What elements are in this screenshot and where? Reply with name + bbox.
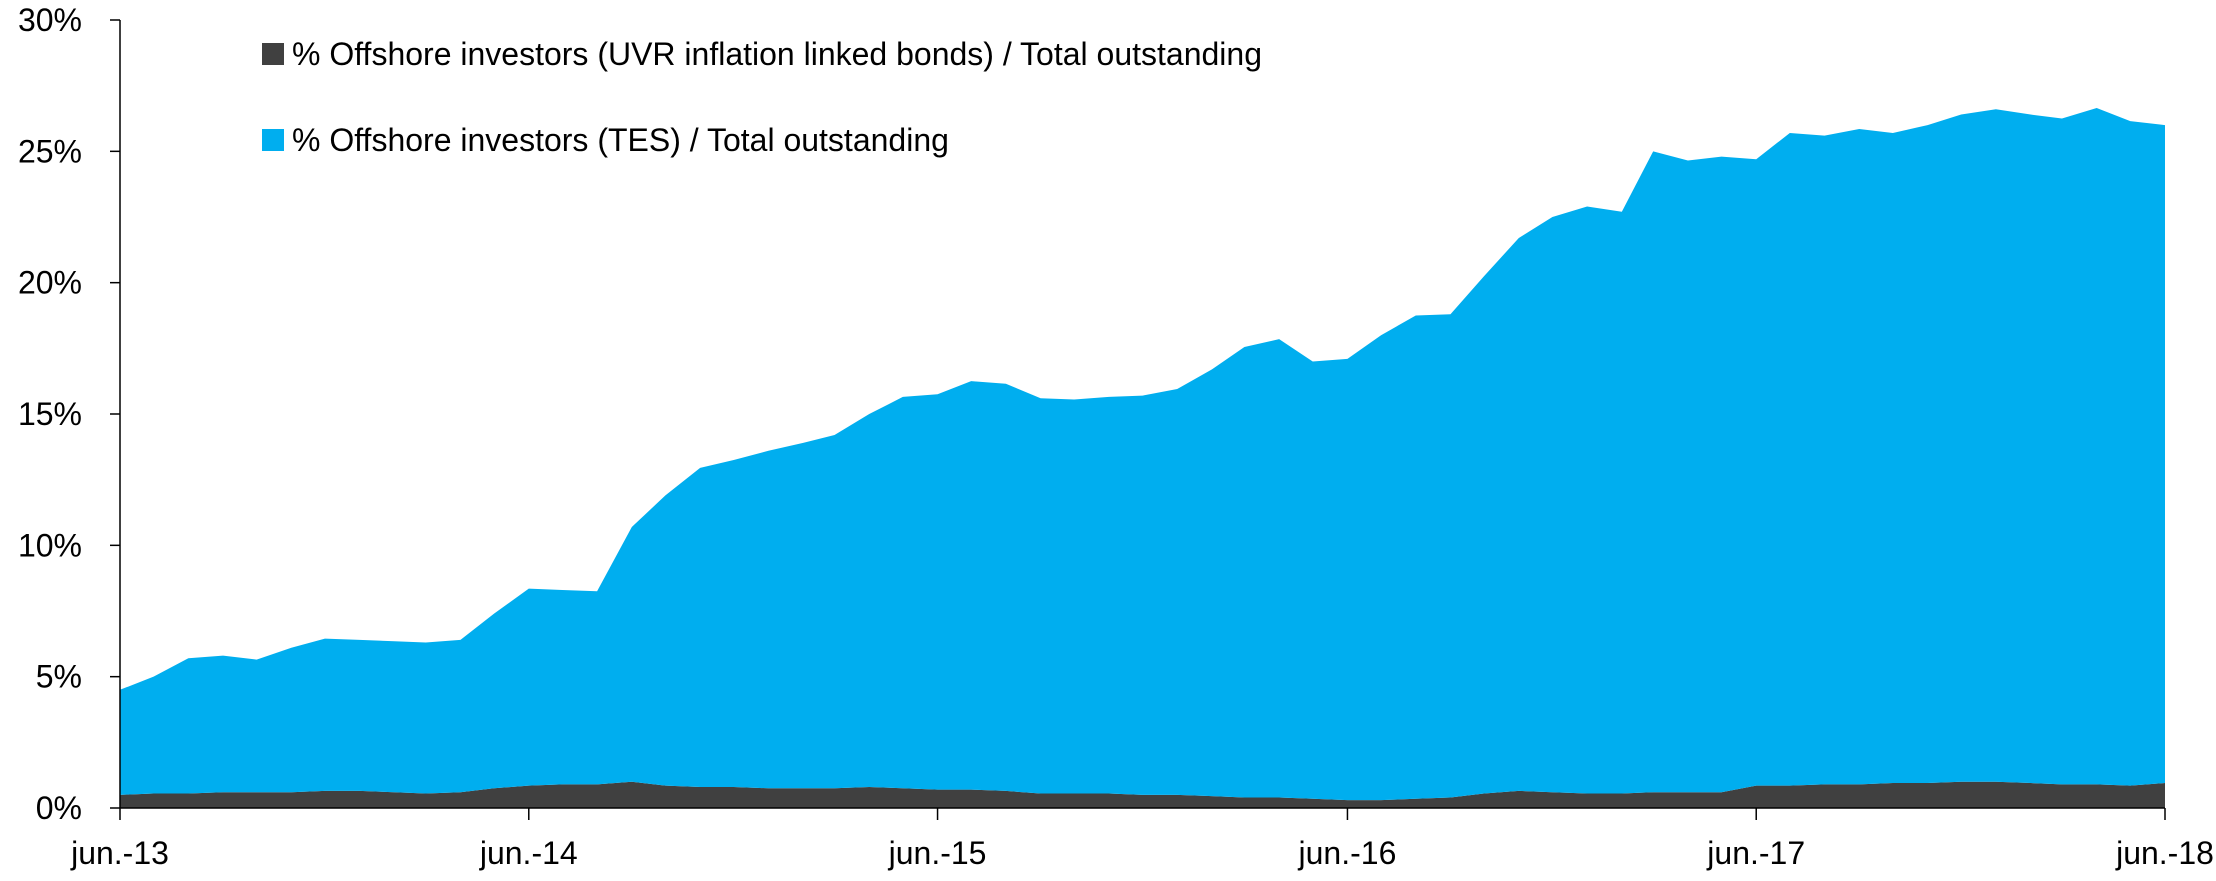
x-tick-label: jun.-15	[888, 835, 987, 871]
x-tick-label: jun.-17	[1706, 835, 1805, 871]
x-tick-label: jun.-16	[1298, 835, 1397, 871]
y-tick-label: 0%	[36, 790, 82, 826]
y-tick-label: 15%	[18, 396, 82, 432]
x-ticks: jun.-13 jun.-14 jun.-15 jun.-16 jun.-17 jun.-…	[70, 808, 2214, 871]
legend: % Offshore investors (UVR inflation link…	[262, 36, 1262, 158]
y-tick-label: 25%	[18, 133, 82, 169]
y-tick-label: 5%	[36, 659, 82, 695]
legend-label: % Offshore investors (UVR inflation link…	[292, 36, 1262, 72]
series-uvr-area	[120, 781, 2165, 808]
series-tes-area	[120, 107, 2165, 801]
legend-swatch	[262, 129, 284, 151]
legend-label: % Offshore investors (TES) / Total outst…	[292, 122, 949, 158]
x-tick-label: jun.-18	[2115, 835, 2214, 871]
y-ticks: 0% 5% 10% 15% 20% 25% 30%	[18, 2, 120, 826]
plot-areas	[120, 107, 2165, 808]
x-tick-label: jun.-13	[70, 835, 169, 871]
y-tick-label: 20%	[18, 265, 82, 301]
legend-swatch	[262, 43, 284, 65]
x-tick-label: jun.-14	[479, 835, 578, 871]
y-tick-label: 30%	[18, 2, 82, 38]
y-tick-label: 10%	[18, 527, 82, 563]
